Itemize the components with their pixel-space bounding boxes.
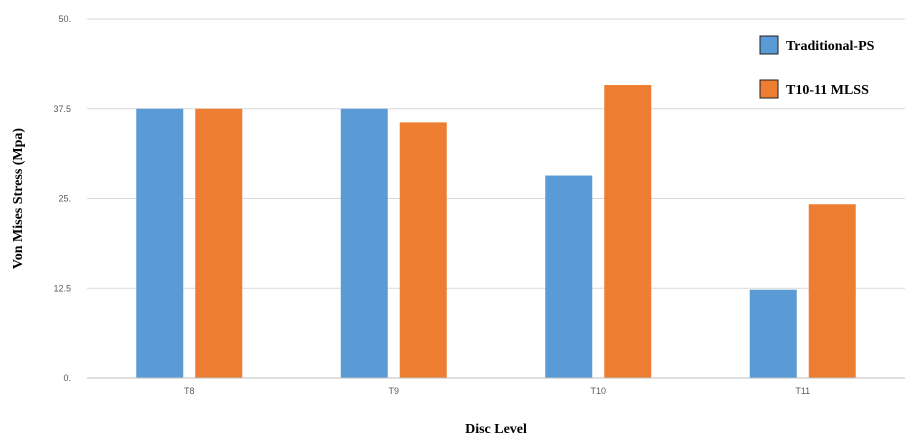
bar-traditional-ps-t10: [545, 175, 593, 378]
x-axis-ticks: T8 T9 T10 T11: [184, 386, 810, 396]
y-tick-label: 50.: [58, 14, 71, 24]
bar-t10-11-mlss-t10: [604, 85, 652, 378]
y-tick-label: 12.5: [53, 283, 71, 293]
y-axis-title: Von Mises Stress (Mpa): [11, 128, 26, 270]
bars: [136, 85, 856, 378]
legend-label: Traditional-PS: [786, 39, 875, 54]
y-tick-label: 0.: [63, 373, 71, 383]
bar-t10-11-mlss-t8: [195, 108, 243, 378]
bar-t10-11-mlss-t9: [399, 122, 447, 378]
legend-swatch: [759, 79, 779, 99]
y-tick-label: 25.: [58, 194, 71, 204]
x-tick-label: T11: [795, 386, 810, 396]
y-axis-ticks: 0. 12.5 25. 37.5 50.: [53, 14, 71, 383]
bar-traditional-ps-t8: [136, 108, 184, 378]
x-axis-title: Disc Level: [465, 422, 527, 437]
y-tick-label: 37.5: [53, 104, 71, 114]
bar-t10-11-mlss-t11: [808, 204, 856, 378]
legend: Traditional-PS T10-11 MLSS: [759, 35, 875, 99]
x-tick-label: T9: [388, 386, 399, 396]
bar-traditional-ps-t11: [749, 289, 797, 378]
legend-label: T10-11 MLSS: [786, 83, 869, 98]
legend-swatch: [759, 35, 779, 55]
bar-traditional-ps-t9: [340, 108, 388, 378]
x-tick-label: T8: [184, 386, 195, 396]
x-tick-label: T10: [590, 386, 606, 396]
